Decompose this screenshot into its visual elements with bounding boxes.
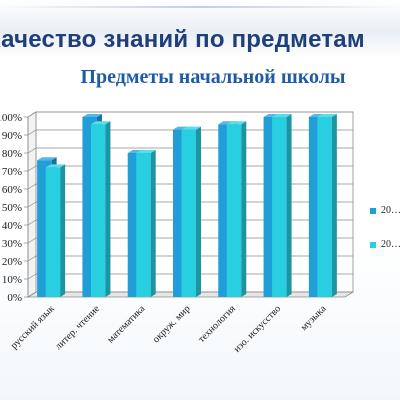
y-gridline [27, 237, 353, 244]
y-gridline [27, 111, 353, 118]
bar-series-2 [226, 124, 242, 297]
bar-series-2-side [196, 126, 201, 297]
bar-series-2 [45, 167, 61, 297]
y-tick-label: 30% [2, 238, 22, 250]
y-tick-label: 50% [2, 202, 22, 214]
bar-series-2 [272, 117, 287, 297]
x-tick-label: изо. искусство [232, 303, 283, 354]
y-tick-label: 90% [2, 130, 22, 142]
bar-series-2-top [317, 114, 337, 117]
legend-item-series-2: 20… [370, 239, 400, 250]
y-gridline [27, 219, 353, 226]
y-tick-label: 10% [2, 274, 22, 286]
y-gridline [27, 255, 353, 262]
title-band [0, 0, 400, 58]
y-gridline [27, 165, 353, 172]
legend-swatch-series-1 [370, 207, 376, 214]
bar-series-2-top [136, 150, 156, 153]
legend-label-series-2: 20… [381, 239, 400, 250]
legend-swatch-series-2 [370, 241, 376, 248]
bar-series-2 [317, 117, 332, 297]
y-gridline [27, 273, 353, 280]
y-tick-label: 80% [2, 148, 22, 160]
bar-series-2-top [272, 114, 292, 117]
x-tick-label: русский язык [9, 303, 57, 351]
bar-series-2-side [150, 150, 156, 297]
bar-series-2 [90, 124, 106, 297]
x-tick-label: литер. чтение [53, 303, 102, 352]
slide-title: Качество знаний по предметам [0, 26, 365, 53]
bar-series-2 [136, 153, 151, 297]
bar-series-2-side [60, 164, 66, 297]
x-tick-label: окруж. мир [151, 303, 193, 345]
bar-series-2-top [90, 121, 111, 125]
y-gridline [27, 147, 353, 154]
bar-series-2-side [241, 121, 247, 297]
bar-series-2-top [181, 126, 201, 130]
chart-title: Предметы начальной школы [80, 66, 346, 88]
legend-item-series-1: 20… [370, 205, 400, 216]
y-gridline [27, 129, 353, 136]
bar-series-2-top [226, 121, 247, 125]
y-tick-label: 70% [2, 166, 22, 178]
bar-series-2-side [331, 114, 337, 297]
bar-series-2-side [105, 121, 111, 297]
y-gridline [27, 291, 353, 298]
y-tick-label: 20% [2, 256, 22, 268]
x-tick-label: технология [196, 303, 238, 345]
y-tick-label: 100% [0, 112, 22, 124]
bar-series-1-top [82, 114, 102, 117]
y-gridline [27, 201, 353, 208]
y-tick-label: 40% [2, 220, 22, 232]
y-gridline [27, 183, 353, 190]
bar-series-2 [181, 129, 196, 297]
y-tick-label: 0% [7, 292, 22, 304]
bar-series-2-top [45, 164, 66, 168]
y-tick-label: 60% [2, 184, 22, 196]
x-tick-label: математика [105, 303, 148, 346]
x-tick-label: музыка [299, 303, 329, 333]
bar-series-1-top [37, 157, 57, 161]
legend-label-series-1: 20… [381, 205, 400, 216]
bar-series-2-side [286, 114, 292, 297]
